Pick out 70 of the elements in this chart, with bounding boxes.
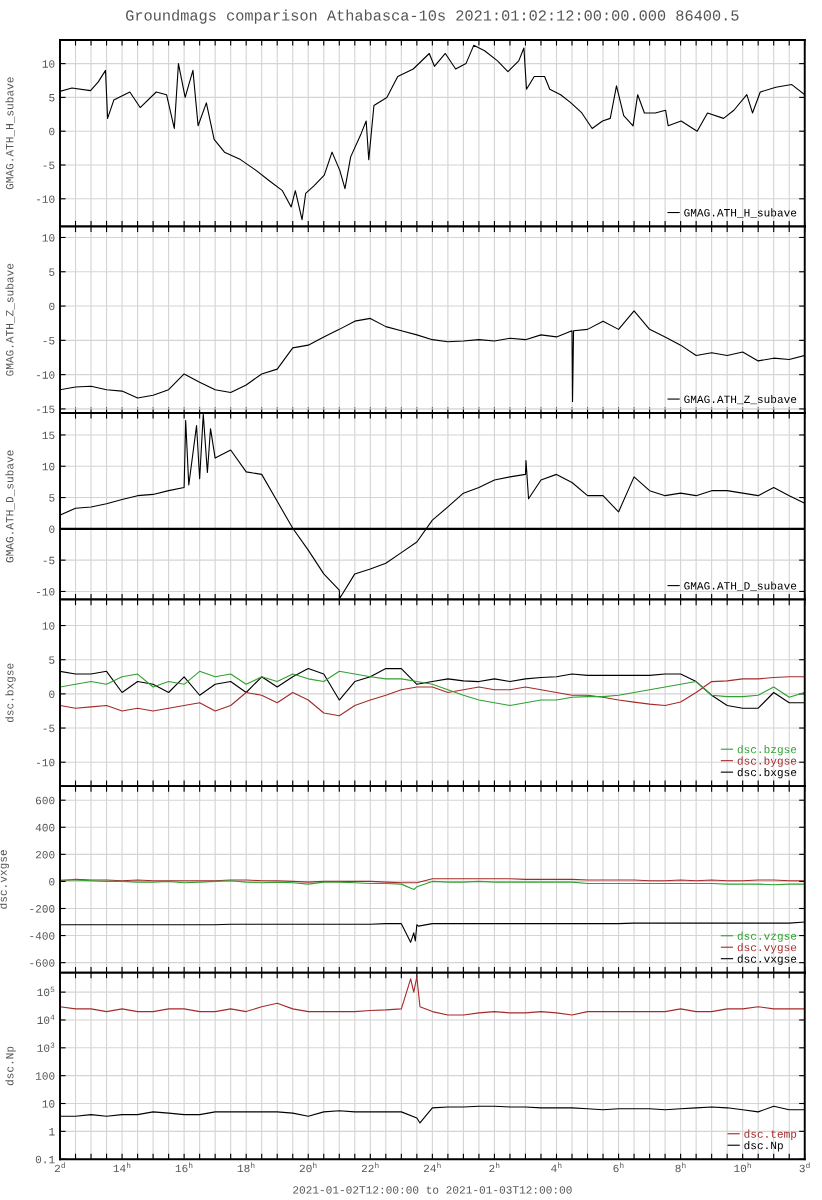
y-tick-label: 0: [49, 525, 55, 533]
y-tick-label: 15: [42, 431, 55, 440]
y-tick-label: 400: [35, 823, 55, 832]
x-tick-label: 10$^{h}$: [734, 1162, 751, 1173]
line-series: [60, 879, 805, 891]
x-tick-label: 22$^{h}$: [361, 1162, 379, 1173]
y-tick-label: 10$^{3}$: [37, 1042, 55, 1052]
y-tick-label: 5: [49, 94, 55, 102]
x-tick-label: 8$^{h}$: [675, 1162, 686, 1173]
x-tick-label: 16$^{h}$: [175, 1162, 193, 1173]
y-tick-label: -15: [36, 405, 55, 414]
y-tick-label: 5: [49, 494, 55, 502]
x-tick-label: 2$^{d}$: [54, 1162, 65, 1173]
x-tick-label: 4$^{h}$: [551, 1162, 562, 1173]
x-tick-label: 3$^{d}$: [799, 1162, 810, 1173]
y-tick-label: -5: [43, 724, 55, 733]
legend-label: dsc.temp: [744, 1129, 797, 1140]
y-tick-label: -200: [30, 905, 55, 913]
y-tick-label: 1: [49, 1128, 55, 1136]
y-tick-label: 10: [42, 234, 55, 242]
y-tick-label: -10: [36, 758, 55, 767]
x-axis-title: 2021-01-02T12:00:00 to 2021-01-03T12:00:00: [293, 1186, 572, 1194]
y-tick-label: 5: [49, 656, 55, 664]
y-tick-label: -5: [43, 556, 55, 565]
line-series: [60, 676, 805, 717]
y-tick-label: 600: [35, 796, 55, 805]
x-tick-label: 2$^{h}$: [489, 1162, 500, 1173]
y-tick-label: -600: [30, 959, 55, 967]
legend-label: dsc.bxgse: [737, 767, 797, 779]
y-tick-label: -5: [43, 161, 55, 170]
y-axis-title: GMAG.ATH_H_subave: [5, 77, 15, 190]
y-tick-label: -10: [36, 371, 55, 379]
y-axis-title: GMAG.ATH_D_subave: [5, 450, 15, 563]
y-axis-title: GMAG.ATH_Z_subave: [5, 263, 15, 376]
legend-label: dsc.bzgse: [737, 745, 797, 756]
y-tick-label: -5: [43, 337, 55, 345]
x-tick-label: 14$^{h}$: [113, 1162, 131, 1173]
y-tick-label: 0.1: [35, 1155, 55, 1164]
y-tick-label: 0: [49, 878, 55, 886]
x-tick-label: 6$^{h}$: [613, 1162, 624, 1173]
y-tick-label: 100: [35, 1072, 55, 1080]
y-tick-label: -400: [30, 932, 55, 940]
x-tick-label: 20$^{h}$: [299, 1162, 317, 1173]
legend-label: dsc.Np: [744, 1141, 783, 1152]
x-tick-label: 24$^{h}$: [423, 1162, 441, 1173]
y-axis-title: dsc.bxgse: [5, 663, 16, 723]
legend-label: GMAG.ATH_D_subave: [684, 581, 797, 591]
chart-title: Groundmags comparison Athabasca-10s 2021:01:02:12:00:00.000 86400.5: [126, 9, 739, 24]
legend-label: GMAG.ATH_H_subave: [684, 208, 797, 218]
y-tick-label: 0: [49, 690, 55, 699]
legend-label: dsc.vzgse: [737, 931, 797, 942]
y-tick-label: 10$^{5}$: [37, 986, 55, 997]
y-tick-label: 0: [49, 302, 55, 311]
legend-label: dsc.bygse: [737, 756, 797, 767]
y-tick-label: 200: [35, 850, 55, 859]
x-tick-label: 18$^{h}$: [237, 1162, 255, 1173]
y-tick-label: 10: [42, 60, 55, 68]
y-tick-label: 10: [42, 622, 55, 630]
y-tick-label: 0: [49, 127, 55, 136]
legend-label: dsc.vygse: [737, 943, 797, 954]
y-tick-label: -10: [36, 588, 55, 596]
y-axis-title: dsc.Np: [5, 1046, 16, 1086]
y-tick-label: 5: [49, 268, 55, 276]
y-tick-label: 10$^{4}$: [37, 1014, 55, 1024]
y-tick-label: 10: [42, 1100, 55, 1108]
y-tick-label: 10: [42, 462, 55, 471]
legend-label: dsc.vxgse: [737, 954, 797, 965]
line-series: [60, 976, 805, 1016]
legend-label: GMAG.ATH_Z_subave: [684, 394, 797, 405]
y-tick-label: -10: [36, 195, 55, 203]
